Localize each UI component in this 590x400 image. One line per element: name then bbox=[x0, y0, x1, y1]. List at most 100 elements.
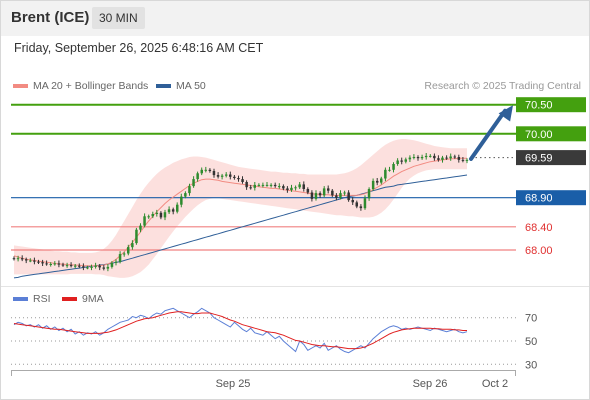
candle bbox=[131, 243, 134, 248]
candle bbox=[159, 212, 163, 218]
candle bbox=[318, 193, 322, 196]
legend-ma50: MA 50 bbox=[156, 80, 206, 92]
candle bbox=[147, 216, 150, 218]
candle bbox=[314, 193, 318, 199]
candle bbox=[331, 190, 334, 196]
timeframe-button[interactable]: 30 MIN bbox=[92, 7, 145, 29]
candle bbox=[102, 267, 105, 269]
candle bbox=[359, 206, 363, 209]
candle bbox=[171, 209, 175, 212]
legend-rsi: RSI bbox=[13, 293, 51, 305]
ma50-line bbox=[13, 174, 468, 279]
projection-arrowhead bbox=[498, 105, 513, 122]
candle bbox=[445, 157, 448, 159]
legend-ma20: MA 20 + Bollinger Bands bbox=[13, 80, 148, 92]
candle bbox=[265, 184, 269, 186]
candle bbox=[184, 193, 187, 197]
candle bbox=[37, 261, 40, 263]
level-text: 68.40 bbox=[525, 222, 553, 234]
candle bbox=[200, 169, 203, 174]
rsi-series-9MA bbox=[13, 311, 467, 350]
candle bbox=[388, 169, 391, 171]
candle bbox=[135, 229, 138, 244]
candle bbox=[192, 179, 195, 187]
candle bbox=[45, 263, 48, 265]
candle bbox=[16, 258, 20, 260]
candle bbox=[465, 159, 469, 161]
candle bbox=[241, 179, 244, 182]
candle bbox=[294, 187, 297, 189]
candle bbox=[404, 159, 407, 162]
credit-text: Research © 2025 Trading Central bbox=[424, 80, 581, 92]
candle bbox=[229, 174, 232, 177]
candle bbox=[220, 175, 224, 177]
candle bbox=[441, 157, 444, 160]
instrument-title: Brent (ICE) bbox=[11, 9, 90, 26]
candle bbox=[90, 266, 93, 268]
candle bbox=[33, 260, 36, 262]
candle bbox=[371, 180, 375, 189]
x-tick-label: Sep 25 bbox=[216, 378, 251, 390]
candle bbox=[41, 262, 44, 264]
candle bbox=[408, 157, 412, 160]
candle bbox=[351, 200, 354, 203]
rsi-tick-label: 50 bbox=[525, 336, 537, 348]
candle bbox=[310, 192, 314, 199]
ma20-label: MA 20 + Bollinger Bands bbox=[33, 80, 149, 92]
level-badge bbox=[516, 190, 586, 206]
level-badge bbox=[516, 97, 586, 113]
candle bbox=[151, 214, 154, 217]
candle bbox=[233, 176, 236, 178]
ma20-line bbox=[13, 157, 467, 267]
candle bbox=[420, 157, 424, 159]
9ma-label: 9MA bbox=[82, 293, 104, 305]
candle bbox=[118, 254, 122, 262]
candle bbox=[396, 160, 399, 164]
candle bbox=[376, 180, 379, 183]
candle bbox=[61, 264, 65, 266]
header-bar: Brent (ICE) 30 MIN bbox=[0, 0, 590, 36]
candle bbox=[355, 202, 358, 207]
candle bbox=[453, 156, 456, 158]
candle bbox=[278, 186, 281, 188]
x-tick-label: Sep 26 bbox=[413, 378, 448, 390]
candle bbox=[384, 169, 387, 179]
candle bbox=[343, 192, 346, 194]
level-text: 68.00 bbox=[525, 245, 553, 257]
candle bbox=[461, 159, 465, 161]
candle bbox=[257, 184, 261, 186]
candle bbox=[167, 209, 171, 213]
ma50-label: MA 50 bbox=[176, 80, 206, 92]
candle bbox=[400, 160, 403, 162]
candle bbox=[49, 264, 52, 265]
candle bbox=[53, 263, 56, 265]
candle bbox=[380, 178, 383, 183]
candle bbox=[122, 253, 126, 255]
candle bbox=[327, 188, 330, 191]
candle bbox=[347, 192, 350, 201]
candle bbox=[127, 247, 130, 254]
candle bbox=[78, 265, 81, 267]
ma20-swatch bbox=[13, 84, 28, 89]
rsi-swatch bbox=[13, 297, 28, 302]
candle bbox=[392, 164, 395, 170]
candle bbox=[306, 189, 310, 193]
candle bbox=[212, 171, 216, 176]
candle bbox=[82, 266, 85, 268]
candle bbox=[237, 178, 240, 180]
level-text: 69.59 bbox=[525, 153, 553, 165]
candle bbox=[57, 263, 61, 265]
candle bbox=[188, 186, 191, 194]
rsi-tick-label: 30 bbox=[525, 359, 537, 371]
level-label-70.00: 70.00 bbox=[516, 126, 586, 142]
candle bbox=[367, 189, 371, 199]
candle bbox=[65, 265, 69, 267]
legend-9ma: 9MA bbox=[62, 293, 104, 305]
candle bbox=[208, 169, 212, 171]
level-label-68.00: 68.00 bbox=[525, 245, 553, 257]
candle bbox=[261, 184, 265, 186]
candle bbox=[155, 212, 159, 214]
candle bbox=[302, 184, 305, 189]
level-badge bbox=[516, 126, 586, 142]
